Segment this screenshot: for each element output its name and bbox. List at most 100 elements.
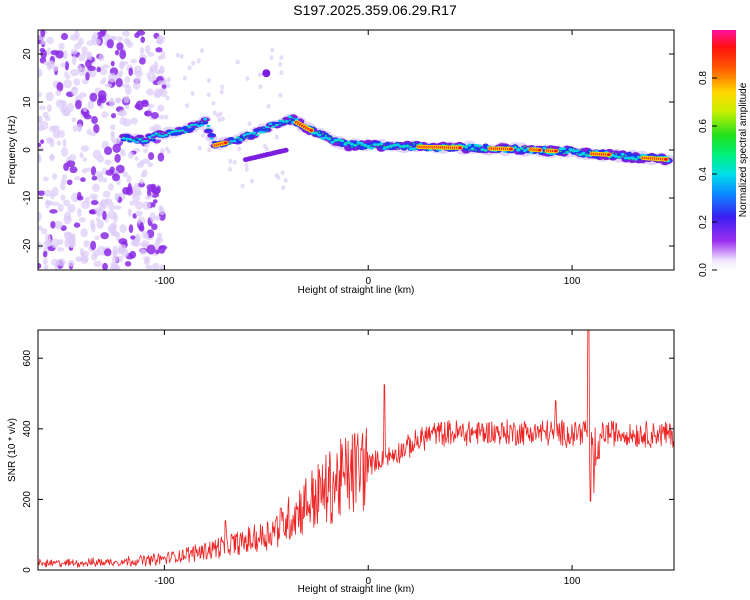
noise-speckle — [96, 219, 104, 229]
y-tick-label: 400 — [22, 420, 33, 437]
noise-speckle — [80, 177, 86, 183]
ridge-mark — [561, 147, 566, 151]
noise-speckle — [38, 91, 42, 98]
noise-speckle — [220, 84, 225, 90]
noise-speckle — [120, 151, 126, 157]
ridge-mark — [170, 130, 175, 133]
ridge-mark — [235, 136, 240, 139]
ridge-mark — [412, 143, 415, 145]
noise-speckle — [61, 110, 71, 117]
ridge-mark — [135, 137, 138, 139]
ridge-mark — [232, 140, 237, 143]
noise-speckle — [150, 185, 157, 193]
noise-speckle — [74, 30, 80, 40]
noise-speckle — [73, 222, 81, 228]
noise-speckle — [71, 117, 77, 123]
noise-speckle — [45, 91, 54, 102]
x-tick-label: -100 — [154, 576, 174, 587]
noise-speckle — [73, 78, 81, 86]
colorbar-tick-label: 0.4 — [698, 167, 709, 181]
ridge-mark — [263, 128, 271, 132]
noise-speckle — [38, 154, 42, 164]
noise-speckle — [134, 103, 141, 110]
noise-speckle — [128, 224, 134, 234]
noise-speckle — [78, 217, 86, 223]
noise-speckle — [79, 92, 87, 98]
noise-speckle — [122, 170, 128, 178]
ridge-mark — [481, 149, 484, 151]
noise-speckle — [153, 60, 159, 71]
colorbar-tick-label: 0.0 — [698, 263, 709, 277]
ridge-mark — [470, 147, 475, 151]
noise-speckle — [149, 69, 156, 76]
noise-speckle — [62, 138, 67, 147]
noise-speckle — [130, 235, 136, 240]
noise-speckle — [279, 70, 284, 76]
colorbar: 0.0 0.2 0.4 0.6 0.8 Normalized spectral ampl… — [698, 30, 749, 277]
noise-speckle — [96, 31, 106, 38]
noise-speckle — [135, 210, 143, 217]
noise-speckle — [110, 35, 118, 41]
ridge-mark — [543, 151, 546, 154]
ridge-mark — [468, 149, 471, 151]
noise-speckle — [126, 41, 134, 48]
noise-speckle — [77, 37, 84, 46]
noise-speckle — [185, 103, 190, 109]
ridge-mark — [314, 131, 319, 135]
noise-speckle — [274, 134, 279, 140]
snr-frame — [37, 329, 675, 571]
ridge-mark — [196, 124, 201, 128]
ridge-mark — [247, 135, 254, 139]
ridge-mark — [278, 119, 283, 122]
noise-speckle — [94, 235, 100, 241]
ridge-mark — [261, 131, 266, 134]
ridge-mark — [145, 141, 148, 143]
noise-speckle — [144, 232, 149, 240]
noise-speckle — [78, 53, 86, 62]
noise-speckle — [158, 245, 166, 254]
ridge-mark — [230, 143, 233, 145]
ridge-mark — [384, 141, 391, 147]
ridge-mark — [330, 140, 335, 144]
ridge-mark — [375, 143, 381, 147]
noise-speckle — [52, 125, 60, 131]
noise-speckle — [124, 76, 131, 84]
ridge-mark — [624, 154, 627, 156]
noise-speckle — [98, 53, 105, 62]
noise-speckle — [46, 47, 51, 56]
ridge-mark — [628, 158, 631, 161]
ridge-branch-mark — [262, 69, 271, 78]
noise-speckle — [269, 55, 274, 61]
ridge-mark — [589, 150, 592, 153]
ridge-mark — [520, 148, 523, 150]
ridge-mark — [392, 143, 397, 147]
noise-speckle — [247, 121, 252, 127]
noise-speckle — [278, 92, 283, 98]
noise-speckle — [142, 201, 151, 210]
noise-speckle — [280, 170, 285, 176]
noise-speckle — [156, 185, 161, 194]
ridge-mark — [123, 134, 131, 138]
noise-speckle — [149, 212, 156, 222]
ridge-mark — [149, 138, 157, 142]
noise-speckle — [60, 194, 66, 201]
ridge-mark — [327, 137, 332, 141]
ridge-mark — [336, 138, 341, 142]
ridge-mark — [242, 134, 247, 137]
noise-speckle — [140, 239, 150, 249]
ridge-mark — [204, 120, 207, 122]
y-tick-label: 600 — [22, 349, 33, 366]
ridge-mark — [575, 153, 578, 155]
noise-speckle — [57, 258, 66, 267]
noise-speckle — [258, 72, 263, 78]
ridge-mark — [542, 146, 547, 150]
ridge-mark — [282, 119, 285, 121]
noise-speckle — [50, 220, 56, 229]
ridge-mark — [585, 153, 588, 156]
noise-speckle — [60, 32, 69, 41]
noise-speckle — [81, 200, 90, 210]
ridge-mark — [359, 141, 364, 145]
noise-speckle — [58, 42, 65, 50]
noise-speckle — [91, 175, 98, 181]
